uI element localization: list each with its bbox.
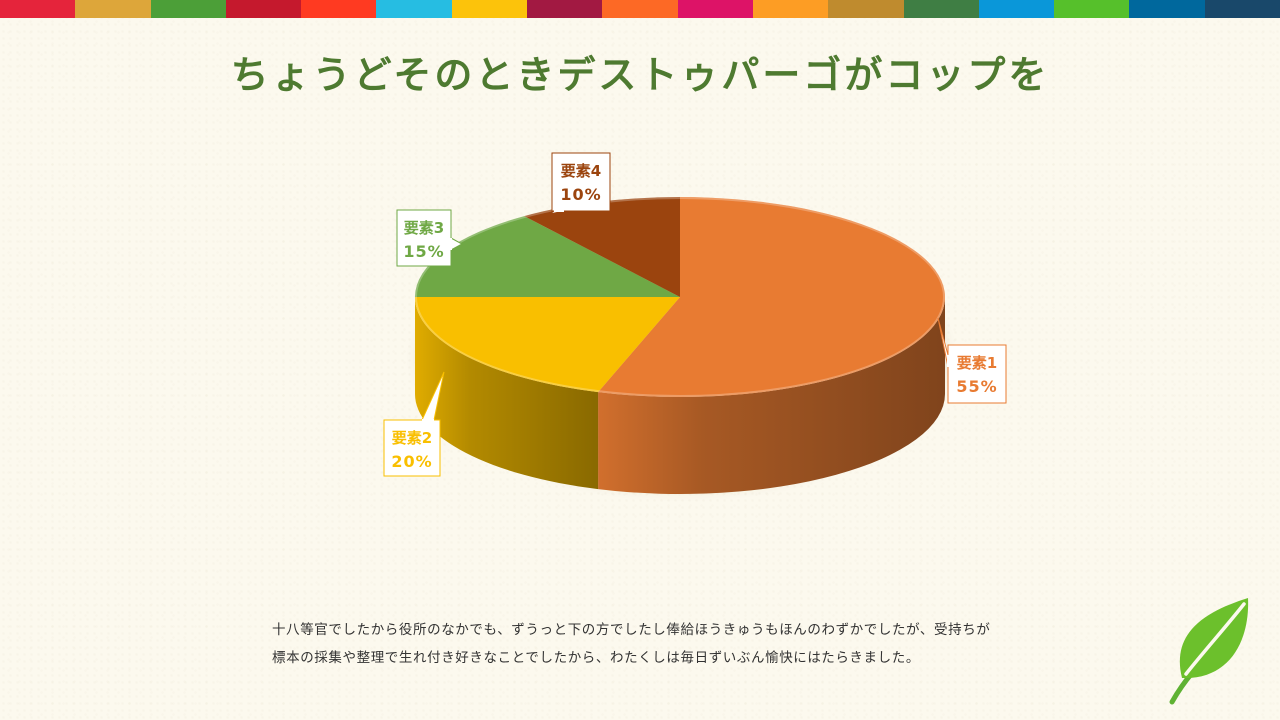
color-bar-segment bbox=[301, 0, 377, 18]
body-line-1: 十八等官でしたから役所のなかでも、ずうっと下の方でしたし俸給ほうきゅうもほんのわ… bbox=[272, 622, 991, 638]
body-line-2: 標本の採集や整理で生れ付き好きなことでしたから、わたくしは毎日ずいぶん愉快にはた… bbox=[272, 650, 920, 666]
color-bar-segment bbox=[602, 0, 678, 18]
color-bar-segment bbox=[150, 0, 226, 18]
color-bar-segment bbox=[828, 0, 904, 18]
slice-value-label: 10% bbox=[560, 185, 601, 204]
slice-category-label: 要素2 bbox=[392, 429, 432, 447]
color-bar-segment bbox=[527, 0, 603, 18]
color-bar-segment bbox=[903, 0, 979, 18]
color-bar-segment bbox=[1129, 0, 1205, 18]
callout-box bbox=[383, 419, 441, 477]
color-bar-segment bbox=[75, 0, 151, 18]
pie-slice bbox=[415, 216, 680, 297]
leaf-icon bbox=[1169, 598, 1249, 705]
color-bar-segment bbox=[1204, 0, 1280, 18]
pie-slice bbox=[415, 297, 680, 393]
color-bar-segment bbox=[978, 0, 1055, 18]
color-bar-segment bbox=[225, 0, 302, 18]
callout-box bbox=[947, 344, 1007, 404]
top-color-bar bbox=[0, 0, 1280, 18]
slide-title: ちょうどそのときデストゥパーゴがコップを bbox=[230, 53, 1050, 97]
pie-slice-side bbox=[415, 297, 599, 490]
slice-category-label: 要素1 bbox=[957, 354, 997, 372]
slice-value-label: 15% bbox=[403, 242, 444, 261]
pie-slice-side bbox=[598, 297, 945, 495]
body-text: 十八等官でしたから役所のなかでも、ずうっと下の方でしたし俸給ほうきゅうもほんのわ… bbox=[272, 616, 1132, 672]
slice-category-label: 要素4 bbox=[561, 162, 601, 180]
color-bar-segment bbox=[0, 0, 76, 18]
color-bar-segment bbox=[677, 0, 753, 18]
color-bar-segment bbox=[451, 0, 528, 18]
color-bar-segment bbox=[752, 0, 829, 18]
pie-slice bbox=[524, 197, 680, 297]
color-bar-segment bbox=[376, 0, 452, 18]
pie-rim-highlight bbox=[415, 197, 945, 397]
slice-category-label: 要素3 bbox=[404, 219, 444, 237]
slice-value-label: 20% bbox=[391, 452, 432, 471]
callout-box bbox=[396, 209, 452, 267]
pie-slice bbox=[598, 197, 945, 397]
color-bar-segment bbox=[1054, 0, 1130, 18]
callout-box bbox=[551, 152, 611, 212]
slice-value-label: 55% bbox=[956, 377, 997, 396]
